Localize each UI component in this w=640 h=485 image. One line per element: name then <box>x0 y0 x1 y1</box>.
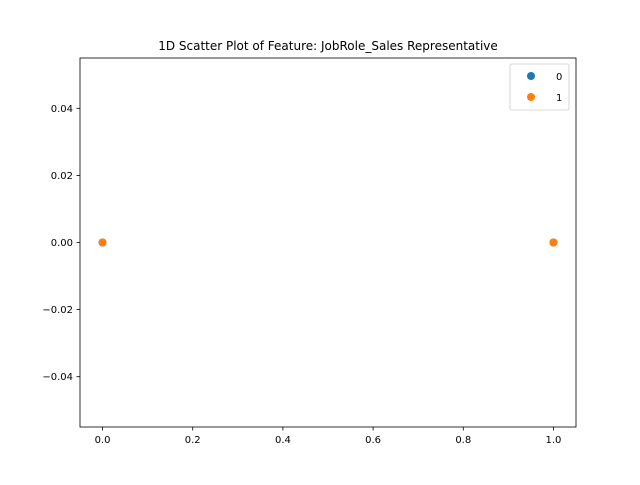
legend-marker-0 <box>527 72 535 80</box>
data-point-series-1 <box>549 238 558 247</box>
x-tick-label: 0.6 <box>365 435 381 446</box>
x-tick-label: 1.0 <box>546 435 562 446</box>
x-tick-label: 0.8 <box>455 435 471 446</box>
legend: 01 <box>509 63 570 111</box>
y-tick-label: 0.04 <box>51 104 73 115</box>
chart-title: 1D Scatter Plot of Feature: JobRole_Sale… <box>158 39 498 53</box>
legend-box <box>509 63 570 111</box>
x-tick-label: 0.2 <box>185 435 201 446</box>
y-tick-label: −0.02 <box>42 305 73 316</box>
y-axis-ticks: 0.04 0.02 0.00 −0.02 −0.04 <box>42 104 80 383</box>
y-tick-label: 0.00 <box>51 238 73 249</box>
plot-points <box>98 238 558 247</box>
x-axis-ticks: 0.0 0.2 0.4 0.6 0.8 1.0 <box>95 427 562 446</box>
data-point-series-1 <box>98 238 107 247</box>
y-tick-label: 0.02 <box>51 171 73 182</box>
legend-label-0: 0 <box>556 72 562 83</box>
x-tick-label: 0.4 <box>275 435 291 446</box>
legend-label-1: 1 <box>556 93 562 104</box>
y-tick-label: −0.04 <box>42 372 73 383</box>
legend-marker-1 <box>527 93 535 101</box>
x-tick-label: 0.0 <box>95 435 111 446</box>
plot-frame <box>79 57 577 428</box>
